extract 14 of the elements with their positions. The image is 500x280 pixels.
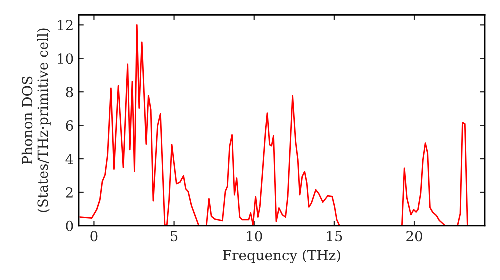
x-tick-label: 10 xyxy=(247,231,262,242)
y-tick-label: 10 xyxy=(58,54,74,64)
y-axis-title: Phonon DOS (States/THz·primitive cell) xyxy=(22,28,51,212)
x-tick-label: 5 xyxy=(171,231,178,242)
x-tick-label: 20 xyxy=(406,231,422,242)
y-tick-label: 8 xyxy=(66,87,74,98)
x-axis-title: Frequency (THz) xyxy=(223,250,340,264)
y-tick-label: 0 xyxy=(66,220,74,232)
y-tick-label: 2 xyxy=(66,187,73,198)
x-tick-label: 0 xyxy=(90,231,98,242)
y-tick-label: 4 xyxy=(66,154,74,164)
x-tick-label: 15 xyxy=(327,231,342,242)
y-tick-label: 12 xyxy=(58,20,73,30)
y-tick-label: 6 xyxy=(66,120,74,132)
